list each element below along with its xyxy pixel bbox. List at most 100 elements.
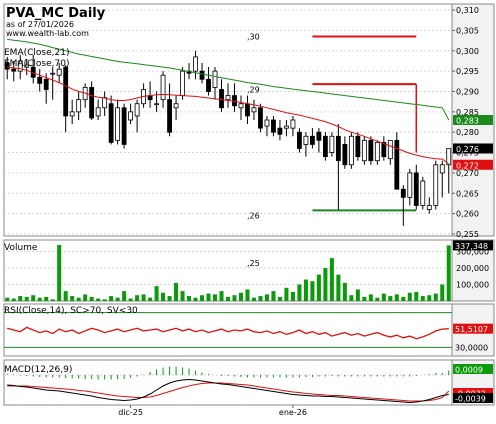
volume-bar xyxy=(440,284,445,301)
volume-bar xyxy=(44,296,49,301)
candle-body xyxy=(297,131,302,149)
price-last-value-tag xyxy=(453,115,493,125)
macd-title: MACD(12,26,9) xyxy=(4,365,72,375)
volume-bars xyxy=(5,244,451,301)
volume-last-value-label: 337,348 xyxy=(455,242,488,251)
volume-bar xyxy=(96,298,101,301)
volume-bar xyxy=(225,296,231,301)
candle-body xyxy=(11,68,17,72)
candle-body xyxy=(89,87,95,119)
volume-bar xyxy=(135,295,140,301)
candle-body xyxy=(24,64,30,68)
volume-bar xyxy=(349,295,354,301)
candle-body xyxy=(303,135,309,145)
volume-bar xyxy=(18,296,23,301)
volume-bar xyxy=(368,294,373,301)
candle-body xyxy=(245,103,250,117)
volume-bar xyxy=(355,289,360,301)
candle-body xyxy=(271,119,276,133)
price-last-value-tag xyxy=(453,159,493,170)
volume-bar xyxy=(193,297,198,301)
candle-body xyxy=(199,70,205,80)
volume-bar xyxy=(154,286,159,301)
legend-ema70: EMA(Close,70) xyxy=(4,59,69,69)
candle-body xyxy=(69,111,75,117)
candle-body xyxy=(154,103,159,106)
volume-bar xyxy=(310,281,315,301)
volume-bar xyxy=(83,294,88,301)
macd-last-value-label: 0,0009 xyxy=(455,366,483,375)
macd-last-value-tag xyxy=(453,393,493,403)
rsi-last-value-label: 51,5107 xyxy=(455,325,488,334)
volume-bar xyxy=(161,292,166,301)
candle-body xyxy=(128,111,134,121)
candle-body xyxy=(76,99,82,113)
candle-body xyxy=(180,70,185,96)
rsi-line-group xyxy=(7,326,449,340)
x-tick-label: dic-25 xyxy=(118,408,143,417)
candle-body xyxy=(394,139,400,190)
macd-lines xyxy=(7,378,450,404)
volume-bar xyxy=(89,296,94,301)
candle-body xyxy=(381,141,387,158)
volume-bar xyxy=(264,294,269,301)
volume-bar xyxy=(245,289,250,301)
volume-bar xyxy=(148,297,153,301)
candle-body xyxy=(167,99,172,133)
macd-y-axis: 0,0009-0,0032-0,0039 xyxy=(453,364,493,404)
macd-histogram xyxy=(6,366,450,380)
volume-bar xyxy=(5,297,10,301)
volume-bar xyxy=(271,291,276,301)
candle-body xyxy=(43,78,49,90)
volume-bar xyxy=(141,294,146,301)
rsi-title: RSI(Close,14), SC>70, SV<30 xyxy=(4,306,138,316)
volume-bar xyxy=(63,291,68,301)
candle-body xyxy=(115,107,121,141)
price-last-value-label: 0,283 xyxy=(456,117,479,126)
candle-body xyxy=(251,107,257,113)
candle-body xyxy=(316,131,322,141)
volume-bar xyxy=(323,268,328,301)
volume-bar xyxy=(102,299,107,301)
candle-body xyxy=(329,135,335,153)
candle-body xyxy=(420,180,426,206)
volume-bar xyxy=(238,292,243,301)
price-ema-lines xyxy=(7,38,450,165)
candle-body xyxy=(446,148,452,166)
volume-bar xyxy=(180,291,185,301)
price-tick-label: 0,285 xyxy=(456,108,479,117)
volume-bar xyxy=(251,297,256,301)
price-last-value-label: 0,272 xyxy=(456,161,479,170)
volume-tick-label: 100,000 xyxy=(456,281,489,290)
candle-body xyxy=(400,188,406,198)
price-tick-label: 0,265 xyxy=(456,189,479,198)
volume-bar xyxy=(414,291,419,301)
volume-bar xyxy=(362,296,367,301)
price-candles xyxy=(4,50,452,226)
candle-body xyxy=(342,144,348,166)
candle-body xyxy=(4,62,10,70)
price-annotation-2: ,26 xyxy=(247,212,260,221)
chart-title: PVA_MC Daily xyxy=(6,6,106,21)
volume-bar xyxy=(407,292,412,301)
price-tick-label: 0,305 xyxy=(456,26,479,35)
volume-bar xyxy=(420,296,425,301)
candle-body xyxy=(212,70,218,88)
price-tick-label: 0,300 xyxy=(456,47,479,56)
volume-bar xyxy=(200,295,205,301)
volume-bar xyxy=(37,297,42,301)
volume-bar xyxy=(115,297,120,301)
candle-body xyxy=(309,135,315,145)
rsi-y-axis: 30,0000 51,5107 xyxy=(453,323,493,352)
candle-body xyxy=(238,103,244,109)
ema70-line xyxy=(7,38,450,121)
volume-bar xyxy=(394,294,399,301)
volume-bar xyxy=(206,293,211,301)
volume-tick-label: 300,000 xyxy=(456,248,489,257)
rsi-panel: 30,0000 51,5107 xyxy=(4,312,493,352)
candle-body xyxy=(95,107,101,117)
volume-bar xyxy=(187,296,192,301)
x-axis: dic-25 ene-26 xyxy=(118,405,307,417)
